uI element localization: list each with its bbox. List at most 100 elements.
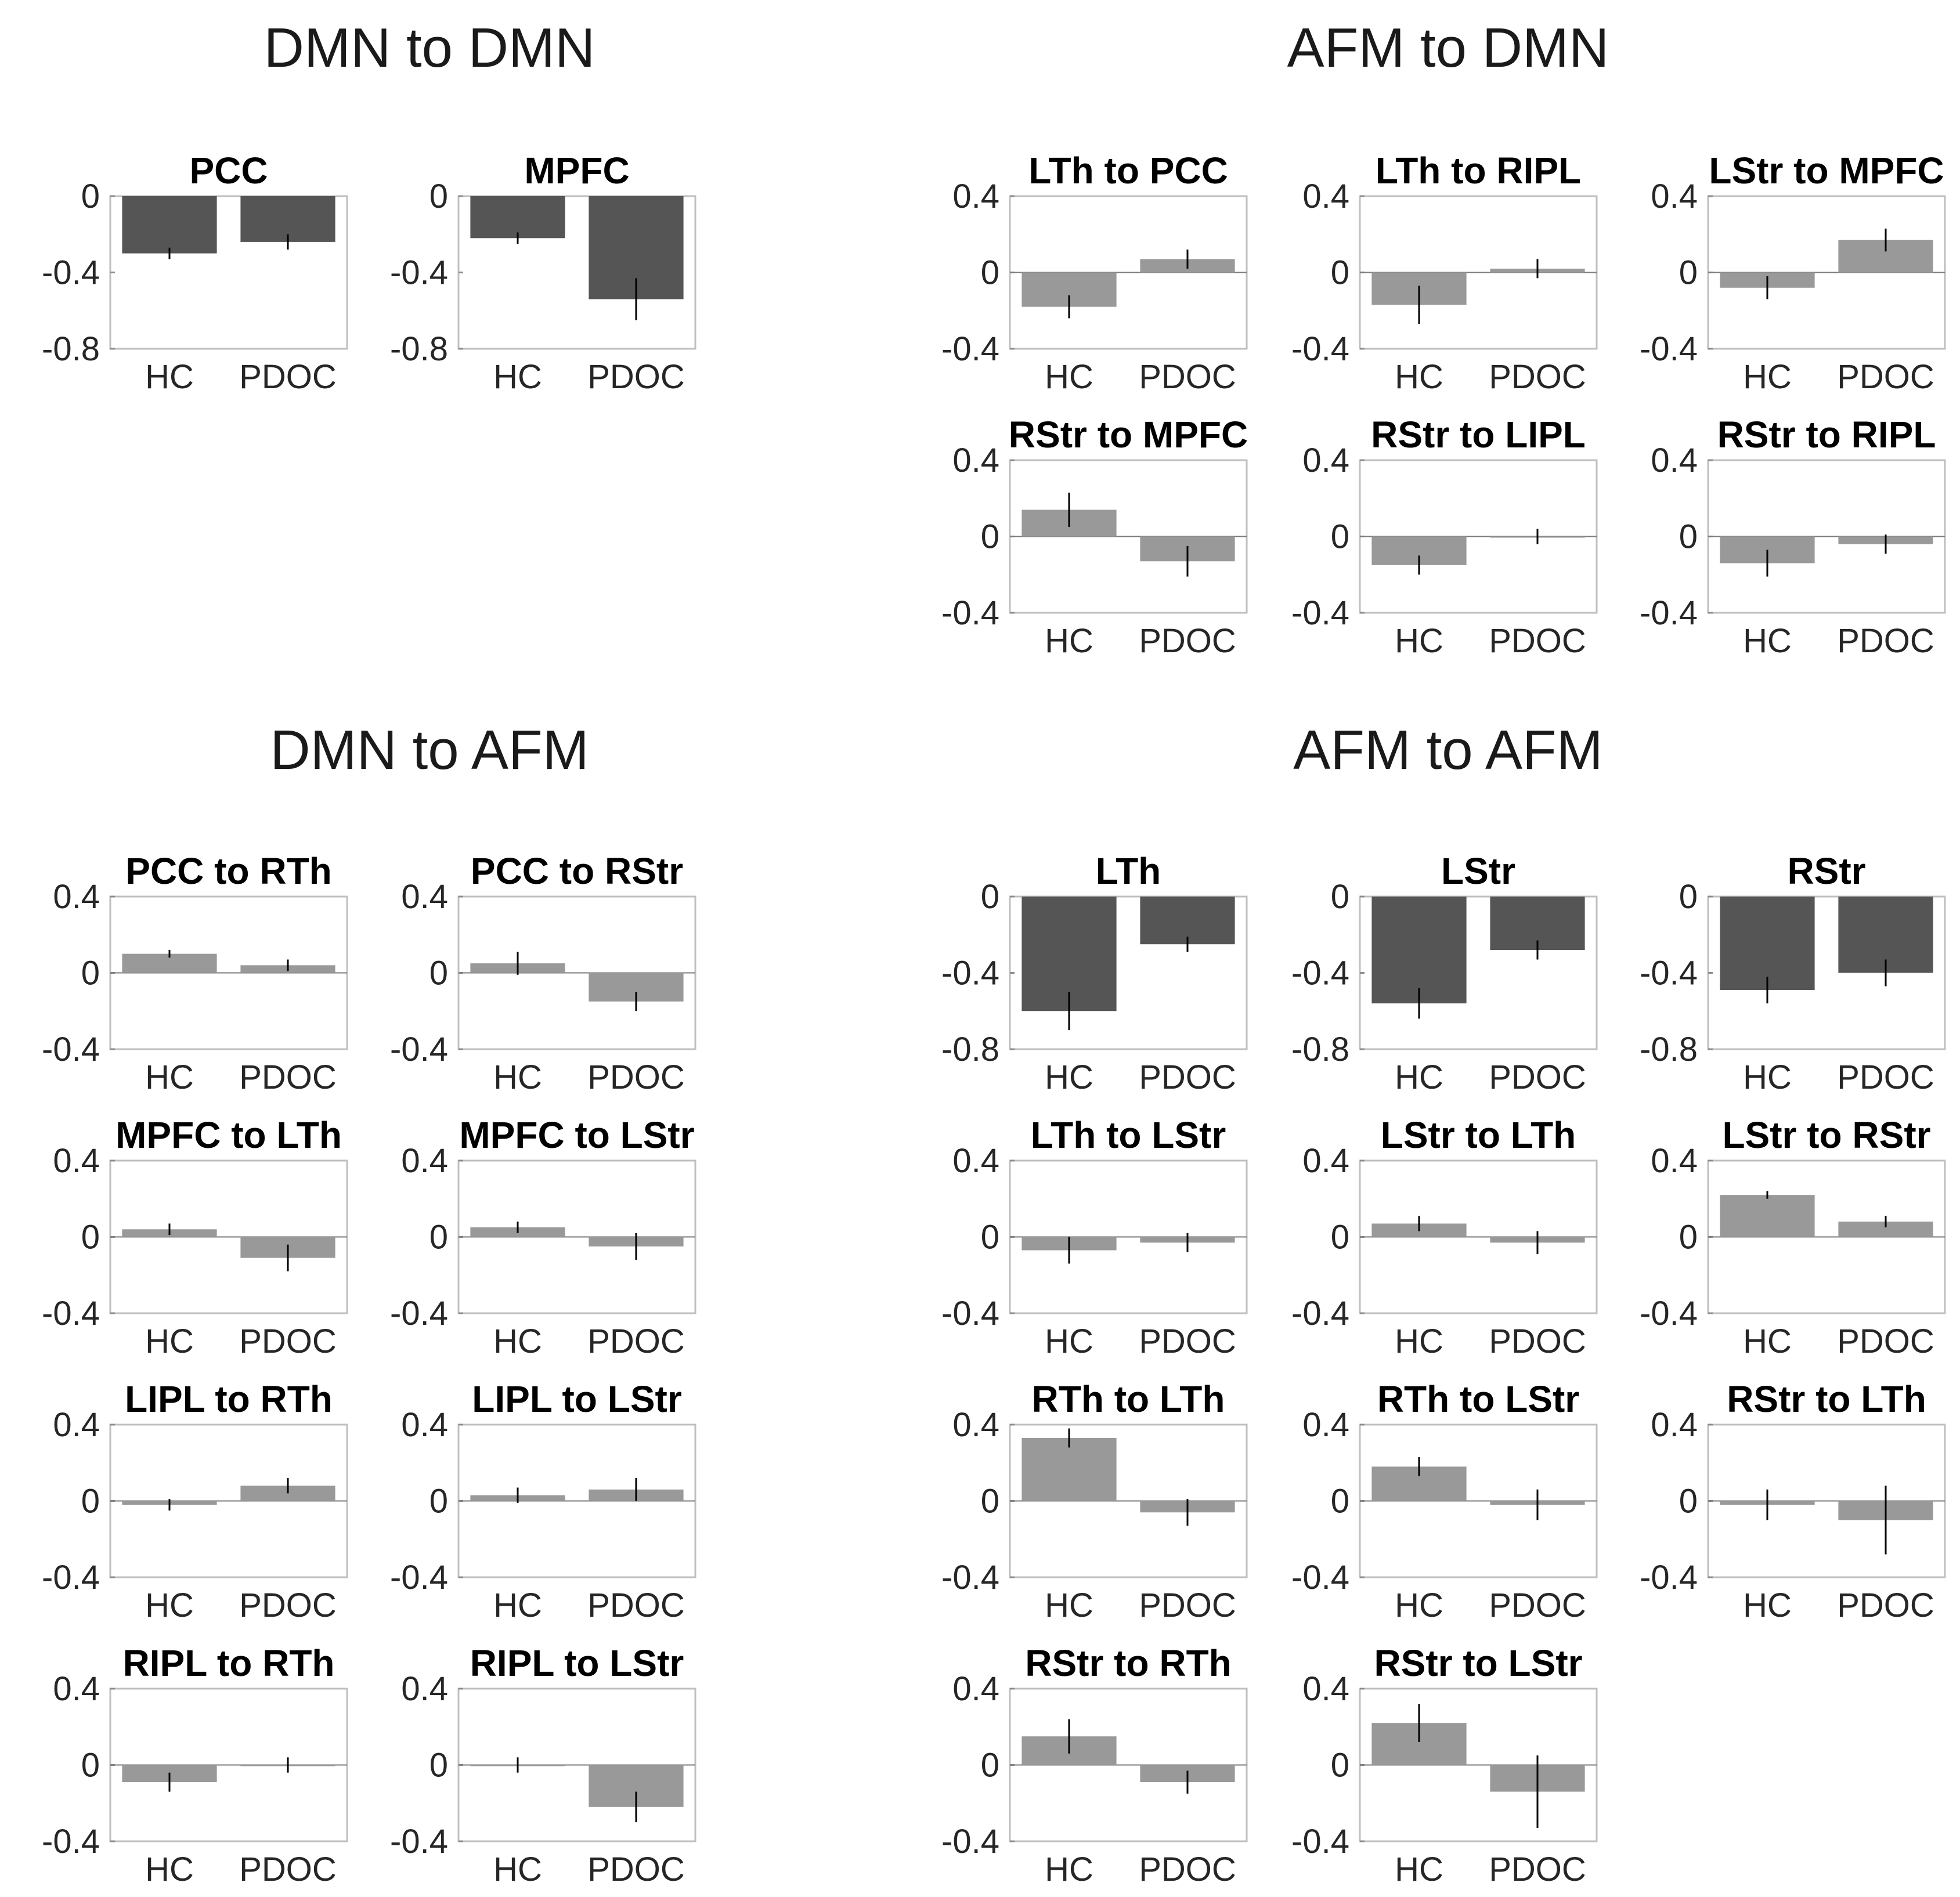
y-tick-label-lstr-to-mpfc-1: 0: [1679, 254, 1698, 292]
y-tick-label-ripl-to-rth-1: 0: [81, 1747, 100, 1784]
panel-title-lipl-to-rth: LIPL to RTh: [125, 1378, 333, 1420]
y-tick-label-lth-to-ripl-0: 0.4: [1302, 178, 1349, 215]
y-tick-label-lstr-to-rstr-2: -0.4: [1640, 1295, 1698, 1332]
y-tick-label-lipl-to-lstr-2: -0.4: [390, 1559, 448, 1596]
y-tick-label-rstr-2: -0.8: [1640, 1031, 1698, 1068]
y-tick-label-pcc-2: -0.8: [42, 330, 100, 368]
x-tick-label-lstr-pdoc: PDOC: [1489, 1058, 1586, 1096]
y-tick-label-lstr-to-mpfc-2: -0.4: [1640, 330, 1698, 368]
panel-title-rstr: RStr: [1787, 850, 1865, 892]
x-tick-label-rstr-to-ripl-hc: HC: [1743, 622, 1792, 660]
x-tick-label-mpfc-to-lstr-pdoc: PDOC: [587, 1323, 685, 1360]
panel-lth-to-lstr: LTh to LStr 0.4 0 -0.4 HC PDOC: [941, 1114, 1248, 1360]
y-tick-label-rstr-to-lth-2: -0.4: [1640, 1559, 1698, 1596]
panel-rstr-to-lth: RStr to LTh 0.4 0 -0.4 HC PDOC: [1640, 1378, 1946, 1624]
x-tick-label-pcc-to-rstr-hc: HC: [493, 1058, 542, 1096]
y-tick-label-lipl-to-rth-0: 0.4: [53, 1406, 100, 1444]
panel-title-pcc: PCC: [189, 150, 268, 191]
panel-title-lstr: LStr: [1441, 850, 1515, 892]
panel-rstr-to-rth: RStr to RTh 0.4 0 -0.4 HC PDOC: [941, 1642, 1248, 1888]
y-tick-label-rth-to-lstr-1: 0: [1331, 1483, 1349, 1520]
y-tick-label-pcc-to-rth-0: 0.4: [53, 878, 100, 916]
y-tick-label-lth-to-ripl-1: 0: [1331, 254, 1349, 292]
y-tick-label-ripl-to-lstr-0: 0.4: [401, 1670, 448, 1708]
y-tick-label-rth-to-lstr-2: -0.4: [1291, 1559, 1349, 1596]
x-tick-label-lipl-to-rth-hc: HC: [145, 1587, 194, 1624]
x-tick-label-lstr-to-mpfc-hc: HC: [1743, 358, 1792, 396]
y-tick-label-rstr-to-lth-1: 0: [1679, 1483, 1698, 1520]
panel-lstr: LStr 0 -0.4 -0.8 HC PDOC: [1291, 850, 1598, 1096]
panel-title-lstr-to-rstr: LStr to RStr: [1722, 1114, 1930, 1156]
panel-lipl-to-lstr: LIPL to LStr 0.4 0 -0.4 HC PDOC: [390, 1378, 696, 1624]
y-tick-label-lth-0: 0: [981, 878, 999, 916]
x-tick-label-ripl-to-lstr-pdoc: PDOC: [587, 1851, 685, 1888]
x-tick-label-mpfc-to-lstr-hc: HC: [493, 1323, 542, 1360]
y-tick-label-lstr-to-rstr-0: 0.4: [1651, 1142, 1698, 1180]
y-tick-label-mpfc-to-lstr-1: 0: [429, 1219, 448, 1256]
panel-title-rstr-to-lipl: RStr to LIPL: [1371, 414, 1586, 456]
bar-lstr-hc: [1371, 897, 1467, 1004]
y-tick-label-lth-to-ripl-2: -0.4: [1291, 330, 1349, 368]
x-tick-label-pcc-to-rth-hc: HC: [145, 1058, 194, 1096]
panel-title-lth-to-ripl: LTh to RIPL: [1376, 150, 1581, 191]
bar-lstr-to-rstr-hc: [1720, 1195, 1815, 1237]
y-tick-label-rstr-1: -0.4: [1640, 955, 1698, 992]
panel-lth-to-pcc: LTh to PCC 0.4 0 -0.4 HC PDOC: [941, 150, 1248, 396]
x-tick-label-rstr-to-ripl-pdoc: PDOC: [1837, 622, 1934, 660]
panel-rstr-to-lipl: RStr to LIPL 0.4 0 -0.4 HC PDOC: [1291, 414, 1598, 660]
panel-rth-to-lstr: RTh to LStr 0.4 0 -0.4 HC PDOC: [1291, 1378, 1598, 1624]
y-tick-label-rstr-to-lipl-2: -0.4: [1291, 594, 1349, 632]
x-tick-label-lth-to-ripl-hc: HC: [1395, 358, 1443, 396]
y-tick-label-lipl-to-rth-1: 0: [81, 1483, 100, 1520]
x-tick-label-pcc-to-rstr-pdoc: PDOC: [587, 1058, 685, 1096]
y-tick-label-rstr-to-mpfc-2: -0.4: [941, 594, 999, 632]
x-tick-label-lth-to-pcc-pdoc: PDOC: [1139, 358, 1236, 396]
panel-title-pcc-to-rth: PCC to RTh: [125, 850, 332, 892]
panel-title-rstr-to-mpfc: RStr to MPFC: [1009, 414, 1248, 456]
y-tick-label-rstr-to-ripl-2: -0.4: [1640, 594, 1698, 632]
x-tick-label-ripl-to-rth-pdoc: PDOC: [239, 1851, 337, 1888]
panel-title-mpfc: MPFC: [524, 150, 629, 191]
y-tick-label-pcc-to-rstr-0: 0.4: [401, 878, 448, 916]
y-tick-label-lstr-1: -0.4: [1291, 955, 1349, 992]
x-tick-label-lstr-to-rstr-pdoc: PDOC: [1837, 1323, 1934, 1360]
y-tick-label-pcc-to-rstr-2: -0.4: [390, 1031, 448, 1068]
y-tick-label-rth-to-lth-1: 0: [981, 1483, 999, 1520]
section-title-afm-to-dmn: AFM to DMN: [1287, 17, 1609, 79]
x-tick-label-rth-to-lstr-hc: HC: [1395, 1587, 1443, 1624]
x-tick-label-lipl-to-lstr-pdoc: PDOC: [587, 1587, 685, 1624]
y-tick-label-lth-to-lstr-2: -0.4: [941, 1295, 999, 1332]
y-tick-label-ripl-to-rth-0: 0.4: [53, 1670, 100, 1708]
x-tick-label-rstr-to-lipl-pdoc: PDOC: [1489, 622, 1586, 660]
x-tick-label-lth-to-lstr-hc: HC: [1045, 1323, 1093, 1360]
panel-title-lth: LTh: [1096, 850, 1161, 892]
panel-lstr-to-lth: LStr to LTh 0.4 0 -0.4 HC PDOC: [1291, 1114, 1598, 1360]
y-tick-label-lstr-to-lth-2: -0.4: [1291, 1295, 1349, 1332]
y-tick-label-rth-to-lstr-0: 0.4: [1302, 1406, 1349, 1444]
panel-ripl-to-lstr: RIPL to LStr 0.4 0 -0.4 HC PDOC: [390, 1642, 696, 1888]
x-tick-label-mpfc-hc: HC: [493, 358, 542, 396]
y-tick-label-pcc-to-rstr-1: 0: [429, 955, 448, 992]
y-tick-label-mpfc-to-lstr-0: 0.4: [401, 1142, 448, 1180]
y-tick-label-lstr-to-mpfc-0: 0.4: [1651, 178, 1698, 215]
y-tick-label-lth-to-lstr-1: 0: [981, 1219, 999, 1256]
panel-rstr-to-lstr: RStr to LStr 0.4 0 -0.4 HC PDOC: [1291, 1642, 1598, 1888]
section-title-dmn-to-dmn: DMN to DMN: [264, 17, 595, 79]
x-tick-label-pcc-to-rth-pdoc: PDOC: [239, 1058, 337, 1096]
y-tick-label-rstr-to-lipl-0: 0.4: [1302, 442, 1349, 479]
x-tick-label-rstr-to-lstr-pdoc: PDOC: [1489, 1851, 1586, 1888]
y-tick-label-lth-to-pcc-0: 0.4: [952, 178, 999, 215]
y-tick-label-lth-to-lstr-0: 0.4: [952, 1142, 999, 1180]
y-tick-label-lth-to-pcc-2: -0.4: [941, 330, 999, 368]
x-tick-label-pcc-hc: HC: [145, 358, 194, 396]
panel-title-lipl-to-lstr: LIPL to LStr: [472, 1378, 681, 1420]
x-tick-label-rth-to-lth-pdoc: PDOC: [1139, 1587, 1236, 1624]
x-tick-label-rstr-to-lipl-hc: HC: [1395, 622, 1443, 660]
y-tick-label-mpfc-1: -0.4: [390, 254, 448, 292]
y-tick-label-lth-2: -0.8: [941, 1031, 999, 1068]
y-tick-label-rstr-to-mpfc-0: 0.4: [952, 442, 999, 479]
x-tick-label-rstr-to-lth-hc: HC: [1743, 1587, 1792, 1624]
y-tick-label-pcc-to-rth-1: 0: [81, 955, 100, 992]
x-tick-label-lth-to-lstr-pdoc: PDOC: [1139, 1323, 1236, 1360]
